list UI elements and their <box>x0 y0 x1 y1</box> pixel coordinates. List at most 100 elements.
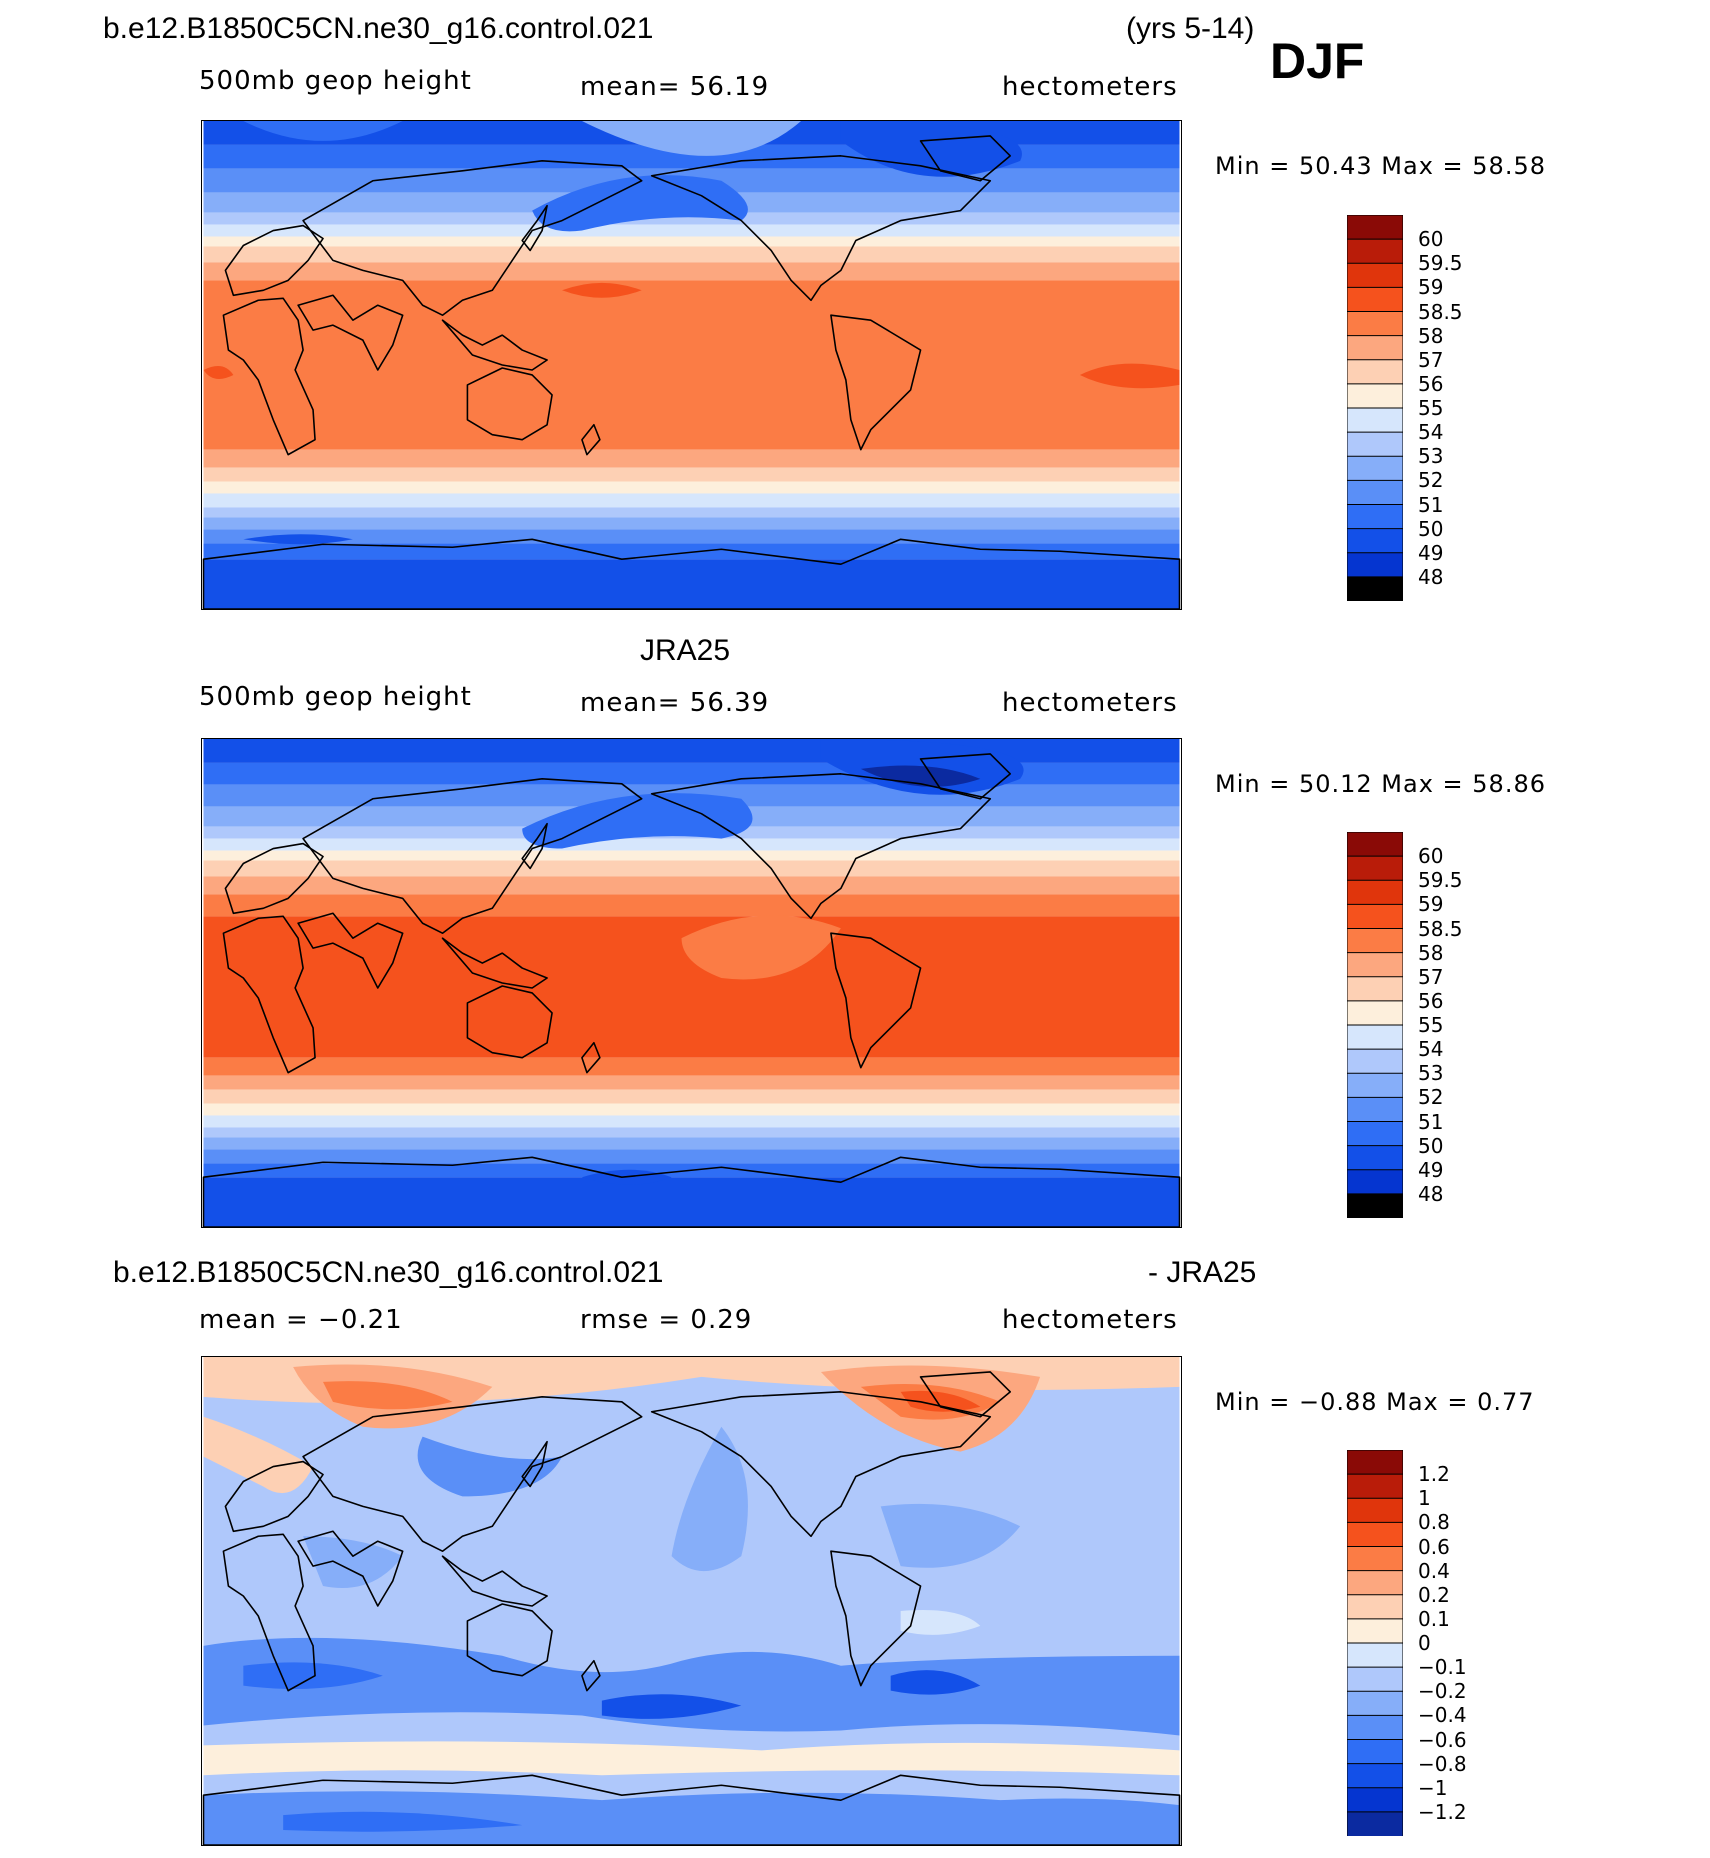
colorbar-label: 54 <box>1418 1037 1444 1062</box>
colorbar-label: 0.4 <box>1418 1558 1450 1583</box>
colorbar-swatch <box>1346 407 1404 434</box>
colorbar-label: 53 <box>1418 444 1444 469</box>
coastline <box>441 937 548 989</box>
colorbar-swatch <box>1346 1714 1404 1741</box>
colorbar-label: 59.5 <box>1418 251 1463 276</box>
colorbar-label: −0.1 <box>1418 1655 1467 1680</box>
colorbar-label: 58 <box>1418 323 1444 348</box>
colorbar-label: 51 <box>1418 1109 1444 1134</box>
contour-band <box>203 236 1180 247</box>
colorbar-swatch <box>1346 479 1404 506</box>
contour-region <box>283 1811 523 1832</box>
colorbar-label: −0.6 <box>1418 1727 1467 1752</box>
colorbar-label: 54 <box>1418 420 1444 445</box>
colorbar-label: 50 <box>1418 1133 1444 1158</box>
colorbar-swatch <box>1346 1690 1404 1717</box>
contour-region <box>203 1791 1180 1845</box>
colorbar-label: 1 <box>1418 1486 1431 1511</box>
colorbar-swatch <box>1346 1072 1404 1099</box>
contour-band <box>203 1103 1180 1116</box>
colorbar-label: 56 <box>1418 371 1444 396</box>
colorbar-swatch <box>1346 1121 1404 1147</box>
colorbar-swatch <box>1346 238 1404 265</box>
contour-band <box>203 860 1180 877</box>
colorbar-label: 58 <box>1418 940 1444 965</box>
panel3-mean: mean = −0.21 <box>199 1305 403 1335</box>
contour-band <box>203 1149 1180 1164</box>
contour-band <box>203 739 1180 763</box>
coastline <box>297 1530 404 1607</box>
colorbar-label: 48 <box>1418 564 1444 589</box>
colorbar-swatch <box>1346 1473 1404 1500</box>
colorbar-label: 59 <box>1418 275 1444 300</box>
colorbar-swatch <box>1346 1449 1404 1476</box>
contour-region <box>581 121 802 156</box>
coastline <box>650 1391 992 1538</box>
panel2-units: hectometers <box>1002 688 1178 718</box>
coastline <box>919 1371 1011 1418</box>
coastline <box>650 155 992 302</box>
colorbar-swatch <box>1346 359 1404 385</box>
contour-band <box>203 224 1180 237</box>
colorbar-label: 55 <box>1418 1013 1444 1037</box>
contour-band <box>203 1177 1180 1227</box>
panel2-minmax: Min = 50.12 Max = 58.86 <box>1215 770 1546 798</box>
colorbar-label: 58.5 <box>1418 299 1463 324</box>
contour-band <box>203 481 1180 494</box>
contour-region <box>522 793 753 849</box>
coastline <box>581 423 601 456</box>
contour-band <box>203 1115 1180 1128</box>
colorbar-swatch <box>1346 214 1404 241</box>
colorbar-swatch <box>1346 286 1404 313</box>
coastline <box>224 224 324 297</box>
contour-band <box>203 838 1180 851</box>
colorbar-swatch <box>1346 1546 1404 1572</box>
colorbar-swatch <box>1346 1570 1404 1596</box>
colorbar-swatch <box>1346 855 1404 882</box>
season-label: DJF <box>1270 33 1365 89</box>
coastline <box>297 912 404 989</box>
colorbar-label: 0.1 <box>1418 1606 1450 1631</box>
colorbar-swatch <box>1346 1497 1404 1524</box>
panel1-colorbar-labels: 60 59.5 59 58.5 58 57 56 55 54 53 52 51 50 49 48 <box>1418 215 1538 601</box>
colorbar-swatch <box>1346 928 1404 954</box>
panel1-variable: 500mb geop height <box>199 66 472 96</box>
colorbar-swatch <box>1346 504 1404 530</box>
coastline <box>919 753 1011 800</box>
contour-region <box>323 1381 453 1410</box>
colorbar-label: −0.4 <box>1418 1703 1467 1728</box>
colorbar-swatch <box>1346 831 1404 858</box>
coastline <box>202 1774 1181 1845</box>
colorbar-swatch <box>1346 879 1404 906</box>
panel2-colorbar-labels: 60 59.5 59 58.5 58 57 56 55 54 53 52 51 50 49 48 <box>1418 832 1538 1218</box>
coastline <box>224 842 324 915</box>
colorbar-swatch <box>1346 1594 1404 1620</box>
colorbar-swatch <box>1346 1024 1404 1051</box>
panel1-colorbar <box>1346 214 1404 602</box>
contour-band <box>203 876 1180 895</box>
colorbar-swatch <box>1346 455 1404 482</box>
coastline <box>302 160 643 317</box>
colorbar-swatch <box>1346 976 1404 1002</box>
contour-band <box>203 449 1180 468</box>
contour-band <box>203 493 1180 508</box>
coastline <box>202 1156 1181 1227</box>
contour-region <box>532 175 748 232</box>
colorbar-label: −0.8 <box>1418 1751 1467 1776</box>
colorbar-label: 59.5 <box>1418 868 1463 893</box>
colorbar-swatch <box>1346 552 1404 578</box>
contour-region <box>203 1741 1180 1776</box>
coastline <box>222 915 316 1074</box>
colorbar-swatch <box>1346 1642 1404 1669</box>
contour-region <box>562 282 642 298</box>
colorbar-label: 49 <box>1418 1157 1444 1182</box>
coastline <box>919 135 1011 182</box>
colorbar-swatch <box>1346 576 1404 602</box>
colorbar-swatch <box>1346 1666 1404 1693</box>
colorbar-label: 51 <box>1418 492 1444 517</box>
colorbar-label: 50 <box>1418 516 1444 541</box>
colorbar-swatch <box>1346 1787 1404 1813</box>
coastline <box>581 1659 601 1692</box>
panel2-variable: 500mb geop height <box>199 682 472 712</box>
panel2-map <box>201 738 1182 1228</box>
